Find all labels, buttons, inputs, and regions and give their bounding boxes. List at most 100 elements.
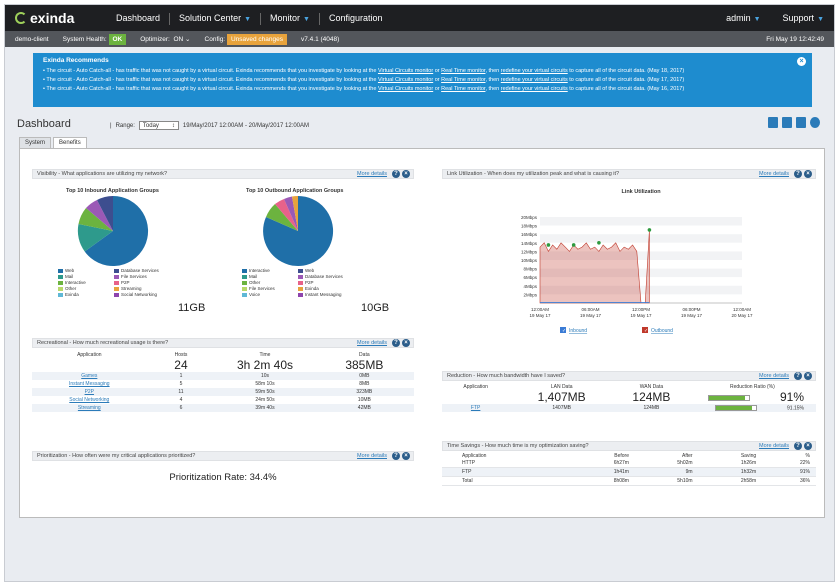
main-nav: Dashboard Solution Center ▼ Monitor ▼ Conf… — [107, 13, 392, 25]
help-icon[interactable]: ? — [392, 339, 400, 347]
dashboard-tabs: System Benefits — [19, 137, 87, 149]
more-details-link[interactable]: More details — [759, 443, 789, 449]
more-details-link[interactable]: More details — [759, 373, 789, 379]
panel-title: Recreational - How much recreational usa… — [37, 340, 169, 346]
reduction-ratio-value: 91.15% — [787, 405, 804, 412]
real-time-monitor-link[interactable]: Real Time monitor — [441, 77, 486, 83]
table-cell: 1407MB — [552, 405, 571, 412]
help-icon[interactable]: ? — [794, 170, 802, 178]
chevron-down-icon: ▼ — [753, 16, 761, 23]
close-icon[interactable]: × — [402, 452, 410, 460]
total-cell — [442, 390, 509, 404]
help-icon[interactable]: ? — [794, 372, 802, 380]
grid-band — [540, 285, 742, 295]
virtual-circuits-monitor-link[interactable]: Virtual Circuits monitor — [377, 86, 434, 92]
help-icon[interactable]: ? — [392, 452, 400, 460]
legend-swatch — [242, 268, 247, 273]
nav-dashboard[interactable]: Dashboard — [107, 13, 171, 25]
more-details-link[interactable]: More details — [357, 453, 387, 459]
application-link[interactable]: Games — [81, 373, 98, 379]
alert-item: • The circuit - Auto Catch-all - has tra… — [43, 86, 802, 92]
range-select[interactable]: Today ↕ — [138, 121, 179, 130]
application-link[interactable]: FTP — [470, 405, 481, 412]
grid-band — [540, 277, 742, 286]
user-menu[interactable]: admin ▼ — [726, 13, 760, 23]
panel-title: Time Savings - How much time is my optim… — [447, 443, 589, 449]
alert-text: , then — [485, 68, 501, 74]
legend-label[interactable]: Inbound — [569, 328, 587, 334]
application-link[interactable]: Social Networking — [69, 397, 110, 403]
more-details-link[interactable]: More details — [759, 171, 789, 177]
column-header: Application — [77, 352, 102, 358]
virtual-circuits-monitor-link[interactable]: Virtual Circuits monitor — [377, 77, 434, 83]
nav-monitor[interactable]: Monitor ▼ — [261, 13, 320, 25]
optimizer-group[interactable]: Optimizer: ON ⌄ — [140, 35, 190, 43]
table-cell: 8MB — [359, 381, 370, 387]
peak-marker[interactable] — [546, 243, 551, 247]
nav-solution-center[interactable]: Solution Center ▼ — [170, 13, 262, 25]
legend-item: Social Networking — [114, 292, 174, 297]
unsaved-changes-badge[interactable]: Unsaved changes — [226, 33, 287, 45]
pie-slice-p2p-out — [284, 196, 298, 231]
brand-logo[interactable]: exinda — [15, 10, 74, 26]
reduction-ratio-fill — [716, 406, 753, 410]
time-savings-panel: Time Savings - How much time is my optim… — [442, 441, 816, 499]
legend-checkbox[interactable] — [642, 327, 648, 333]
application-link[interactable]: Instant Messaging — [69, 381, 110, 387]
close-icon[interactable]: × — [804, 372, 812, 380]
close-icon[interactable]: × — [804, 170, 812, 178]
table-header-row: Application LAN Data WAN Data Reduction … — [442, 384, 816, 390]
real-time-monitor-link[interactable]: Real Time monitor — [441, 86, 486, 92]
table-cell: 39m 40s — [255, 405, 275, 411]
pdf-icon[interactable] — [796, 117, 806, 128]
table-cell: 8h08m — [554, 476, 629, 486]
redefine-virtual-circuits-link[interactable]: redefine your virtual circuits — [500, 68, 568, 74]
close-icon[interactable]: × — [402, 170, 410, 178]
pie-slice-other-out — [292, 195, 298, 231]
legend-label[interactable]: Outbound — [651, 328, 673, 334]
virtual-circuits-monitor-link[interactable]: Virtual Circuits monitor — [377, 68, 434, 74]
table-cell: 323MB — [356, 389, 373, 395]
legend-label: Streaming — [121, 286, 142, 291]
peak-marker[interactable] — [597, 241, 601, 245]
peak-marker[interactable] — [571, 243, 576, 247]
column-header: % — [805, 453, 810, 459]
close-icon[interactable]: × — [804, 442, 812, 450]
more-details-link[interactable]: More details — [357, 171, 387, 177]
close-icon[interactable]: × — [797, 57, 806, 66]
close-icon[interactable]: × — [402, 339, 410, 347]
peak-marker[interactable] — [647, 228, 652, 232]
table-cell: 10MB — [357, 397, 371, 403]
nav-right: admin ▼ Support ▼ — [726, 13, 824, 23]
redefine-virtual-circuits-link[interactable]: redefine your virtual circuits — [500, 77, 568, 83]
legend-item: File Services — [242, 286, 298, 291]
reduction-ratio-bar — [707, 394, 750, 401]
legend-checkbox[interactable] — [560, 327, 566, 333]
table-row: HTTP 6h27m 5h02m 1h26m 22% — [442, 459, 816, 468]
calendar-icon[interactable] — [782, 117, 792, 128]
more-details-link[interactable]: More details — [357, 340, 387, 346]
health-group: System Health: OK — [63, 33, 127, 45]
application-link[interactable]: Streaming — [77, 405, 101, 411]
nav-dashboard-label: Dashboard — [116, 13, 161, 23]
redefine-virtual-circuits-link[interactable]: redefine your virtual circuits — [500, 86, 568, 92]
support-menu[interactable]: Support ▼ — [783, 13, 824, 23]
help-icon[interactable]: ? — [794, 442, 802, 450]
help-icon[interactable] — [810, 117, 820, 128]
panel-header: Prioritization - How often were my criti… — [32, 451, 414, 461]
nav-configuration[interactable]: Configuration — [320, 13, 392, 25]
chevron-down-icon: ⌄ — [183, 36, 191, 43]
real-time-monitor-link[interactable]: Real Time monitor — [441, 68, 486, 74]
table-cell: 11 — [178, 389, 184, 395]
inbound-legend: Web Database Services Mail File Services Int… — [58, 268, 174, 297]
grid-band — [540, 217, 742, 226]
legend-label: Database Services — [305, 274, 343, 279]
pie-slice-p2p — [97, 196, 113, 231]
legend-label: P2P — [121, 280, 130, 285]
config-group: Config: Unsaved changes — [205, 33, 287, 45]
health-badge[interactable]: OK — [108, 33, 127, 45]
help-icon[interactable]: ? — [392, 170, 400, 178]
x-tick-label: 06:00AM — [581, 307, 599, 312]
application-link[interactable]: P2P — [84, 389, 95, 395]
print-icon[interactable] — [768, 117, 778, 128]
